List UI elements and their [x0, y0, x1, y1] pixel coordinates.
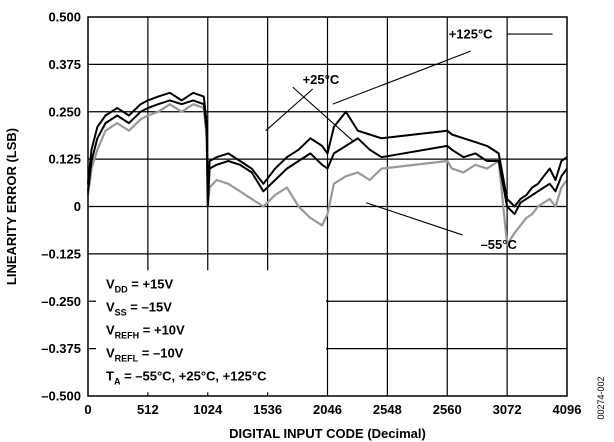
conditions-box: [96, 270, 326, 393]
x-tick-label: 512: [137, 402, 159, 417]
plot-frame: [87, 16, 568, 397]
grid-lines: [88, 17, 567, 396]
series-label: +125°C: [449, 27, 493, 42]
annotation-leader: [332, 50, 471, 105]
x-tick-label: 1024: [193, 402, 223, 417]
x-axis-title: DIGITAL INPUT CODE (Decimal): [229, 426, 426, 441]
series-lines: [86, 91, 568, 246]
condition-line: VREFL = –10V: [106, 345, 184, 363]
y-tick-label: –0.250: [41, 294, 81, 309]
series-label: +25°C: [303, 72, 340, 87]
condition-line: TA = –55°C, +25°C, +125°C: [106, 368, 267, 386]
x-tick-label: 1536: [253, 402, 282, 417]
condition-line: VSS = –15V: [106, 299, 172, 317]
series-line-125c: [87, 91, 568, 208]
x-tick-label: 2046: [313, 402, 342, 417]
y-tick-label: 0: [74, 199, 81, 214]
x-tick-label: 4096: [553, 402, 582, 417]
y-tick-label: 0.375: [48, 57, 81, 72]
annotation-leader-lines: [265, 33, 553, 236]
y-tick-label: –0.125: [41, 246, 81, 261]
annotation-leader: [365, 202, 463, 236]
test-conditions: VDD = +15V VSS = –15V VREFH = +10V VREFL = …: [106, 276, 267, 386]
series-annotations: +125°C +25°C –55°C: [303, 27, 518, 252]
annotation-leader: [292, 86, 355, 143]
y-tick-labels: 0.500 0.375 0.250 0.125 0 –0.125 –0.250 –0.375 –…: [41, 10, 81, 404]
y-tick-label: 0.250: [48, 104, 81, 119]
x-tick-label: 0: [84, 402, 91, 417]
condition-line: VREFH = +10V: [106, 322, 185, 340]
x-tick-labels: 0 512 1024 1536 2046 2548 2560 3072 4096: [84, 402, 581, 417]
x-tick-label: 2560: [433, 402, 462, 417]
series-label: –55°C: [481, 237, 518, 252]
x-tick-label: 2548: [373, 402, 402, 417]
y-tick-label: –0.375: [41, 341, 81, 356]
y-tick-label: 0.500: [48, 10, 81, 25]
figure-id: 00274-002: [596, 376, 606, 419]
annotation-leader: [265, 88, 314, 132]
series-line-25c: [87, 99, 568, 216]
y-tick-label: 0.125: [48, 152, 81, 167]
series-line-minus55c: [86, 103, 568, 246]
x-tick-label: 3072: [493, 402, 522, 417]
y-tick-label: –0.500: [41, 389, 81, 404]
condition-line: VDD = +15V: [106, 276, 174, 294]
y-axis-title: LINEARITY ERROR (LSB): [4, 128, 19, 285]
